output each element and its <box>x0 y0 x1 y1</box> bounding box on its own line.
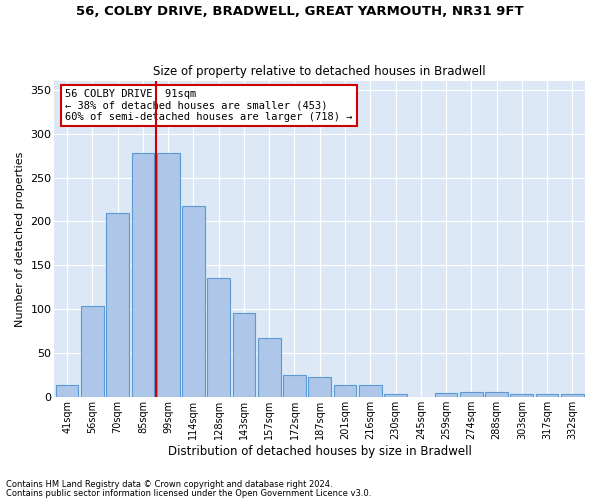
Bar <box>334 386 356 397</box>
Bar <box>283 375 306 397</box>
Bar <box>536 394 559 397</box>
Bar <box>460 392 482 397</box>
Bar <box>131 153 154 397</box>
Bar <box>258 338 281 397</box>
Bar <box>56 384 79 397</box>
Bar <box>561 394 584 397</box>
Text: 56, COLBY DRIVE, BRADWELL, GREAT YARMOUTH, NR31 9FT: 56, COLBY DRIVE, BRADWELL, GREAT YARMOUT… <box>76 5 524 18</box>
Bar <box>434 394 457 397</box>
Bar <box>106 212 129 397</box>
Text: 56 COLBY DRIVE: 91sqm
← 38% of detached houses are smaller (453)
60% of semi-det: 56 COLBY DRIVE: 91sqm ← 38% of detached … <box>65 89 353 122</box>
X-axis label: Distribution of detached houses by size in Bradwell: Distribution of detached houses by size … <box>168 444 472 458</box>
Bar <box>359 384 382 397</box>
Bar <box>233 312 256 397</box>
Bar <box>81 306 104 397</box>
Bar <box>157 153 179 397</box>
Text: Contains public sector information licensed under the Open Government Licence v3: Contains public sector information licen… <box>6 488 371 498</box>
Bar <box>511 394 533 397</box>
Bar <box>384 394 407 397</box>
Y-axis label: Number of detached properties: Number of detached properties <box>15 151 25 326</box>
Bar <box>182 206 205 397</box>
Bar <box>308 378 331 397</box>
Bar <box>208 278 230 397</box>
Text: Contains HM Land Registry data © Crown copyright and database right 2024.: Contains HM Land Registry data © Crown c… <box>6 480 332 489</box>
Title: Size of property relative to detached houses in Bradwell: Size of property relative to detached ho… <box>154 66 486 78</box>
Bar <box>485 392 508 397</box>
